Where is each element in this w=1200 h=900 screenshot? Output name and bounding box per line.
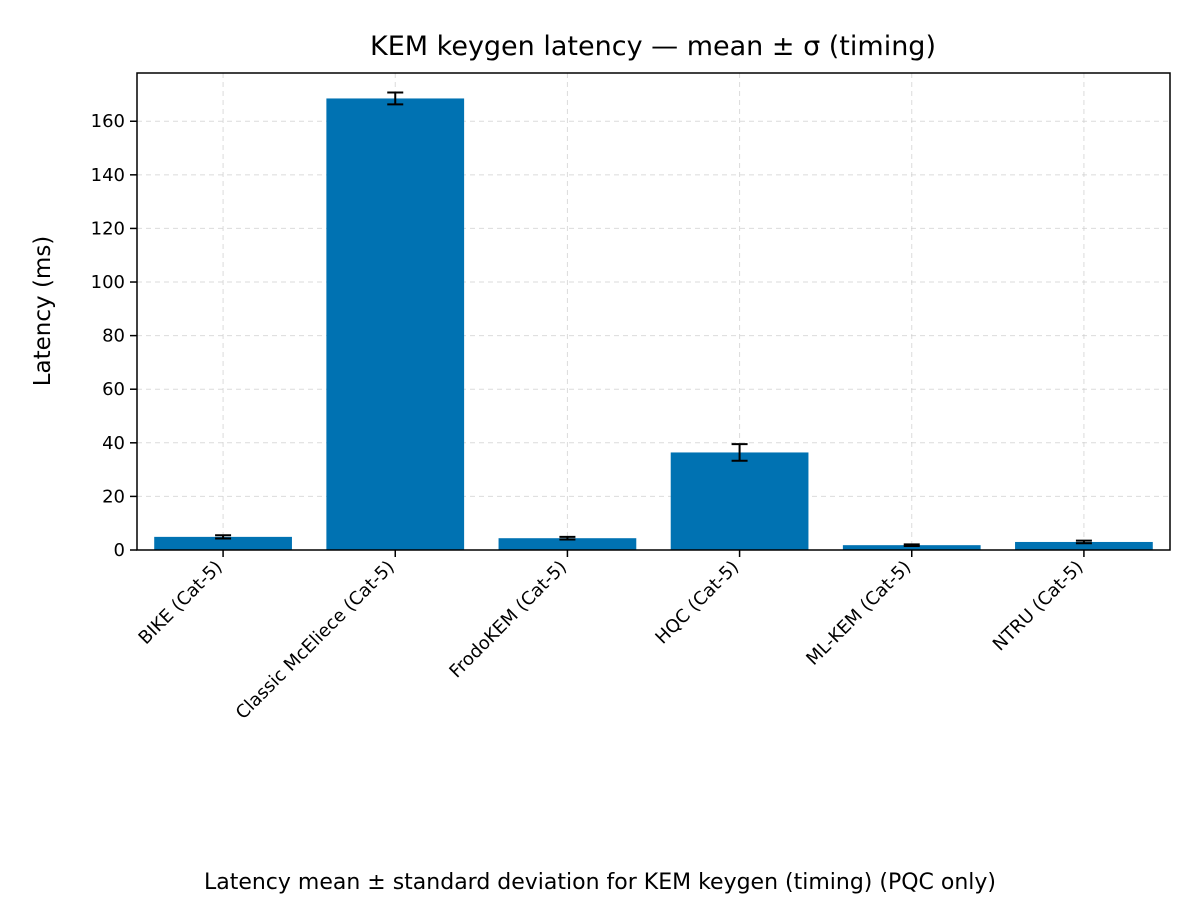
x-tick-label: HQC (Cat-5) <box>651 557 743 649</box>
y-axis-label: Latency (ms) <box>30 236 56 387</box>
grid-layer <box>137 73 1170 551</box>
y-tick-label: 160 <box>91 111 125 132</box>
y-tick-label: 20 <box>102 486 125 507</box>
bar-4 <box>670 452 809 550</box>
bar-2 <box>326 98 465 551</box>
bars-layer <box>154 91 1153 551</box>
x-tick-label: NTRU (Cat-5) <box>989 557 1088 656</box>
y-tick-label: 40 <box>102 433 125 454</box>
y-tick-label: 140 <box>91 165 125 186</box>
plot-frame <box>136 72 1171 551</box>
bar-3 <box>498 538 637 550</box>
axes-layer: 0 20 40 60 80 100 120 140 160 BIKE (Cat-5) Classic… <box>91 72 1171 724</box>
y-tick-label: 60 <box>102 379 125 400</box>
bar-1 <box>154 536 292 550</box>
x-tick-label: FrodoKEM (Cat-5) <box>445 557 571 683</box>
chart-title: KEM keygen latency — mean ± σ (timing) <box>370 31 936 62</box>
y-tick-label: 0 <box>114 540 125 561</box>
x-tick-label: ML-KEM (Cat-5) <box>802 557 915 670</box>
chart-caption: Latency mean ± standard deviation for KE… <box>204 870 996 895</box>
y-tick-label: 100 <box>91 272 125 293</box>
bar-5 <box>842 545 981 550</box>
y-tick-label: 120 <box>91 218 125 239</box>
x-tick-label: Classic McEliece (Cat-5) <box>232 557 399 724</box>
bar-6 <box>1015 541 1153 550</box>
y-tick-label: 80 <box>102 326 125 347</box>
x-tick-label: BIKE (Cat-5) <box>135 557 227 649</box>
